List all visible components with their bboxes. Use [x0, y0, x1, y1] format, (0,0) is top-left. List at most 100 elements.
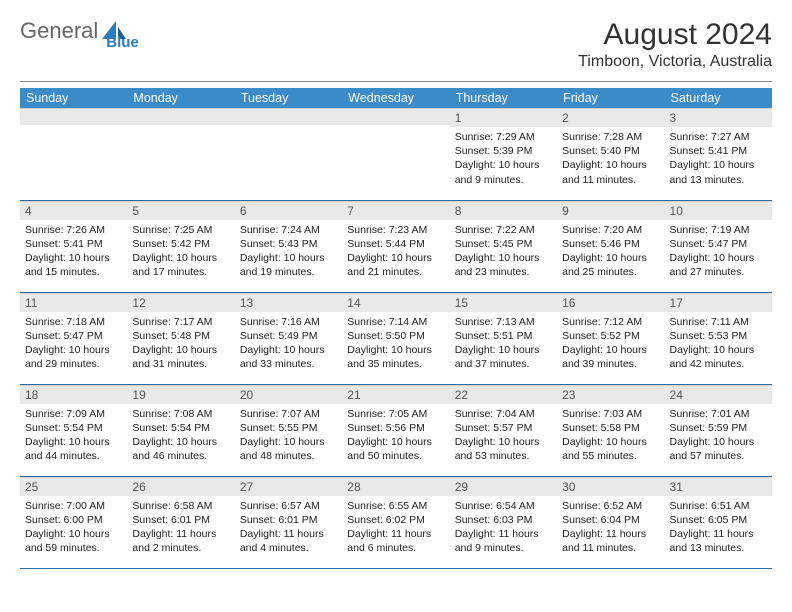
calendar-day: 7Sunrise: 7:23 AMSunset: 5:44 PMDaylight…	[342, 200, 449, 292]
day-number: 15	[450, 293, 557, 312]
day-number: 3	[665, 108, 772, 127]
day-body: Sunrise: 7:09 AMSunset: 5:54 PMDaylight:…	[20, 404, 127, 467]
day-body: Sunrise: 7:03 AMSunset: 5:58 PMDaylight:…	[557, 404, 664, 467]
daylight-line: Daylight: 10 hours and 15 minutes.	[25, 251, 122, 279]
sunset-line: Sunset: 5:40 PM	[562, 144, 659, 158]
day-body: Sunrise: 7:17 AMSunset: 5:48 PMDaylight:…	[127, 312, 234, 375]
calendar-day: 13Sunrise: 7:16 AMSunset: 5:49 PMDayligh…	[235, 292, 342, 384]
calendar-day: 1Sunrise: 7:29 AMSunset: 5:39 PMDaylight…	[450, 108, 557, 200]
day-body: Sunrise: 7:16 AMSunset: 5:49 PMDaylight:…	[235, 312, 342, 375]
day-number: 16	[557, 293, 664, 312]
weekday-header: Friday	[557, 88, 664, 108]
daylight-line: Daylight: 10 hours and 25 minutes.	[562, 251, 659, 279]
day-number: 8	[450, 201, 557, 220]
month-title: August 2024	[578, 18, 772, 51]
sunset-line: Sunset: 5:41 PM	[25, 237, 122, 251]
sunset-line: Sunset: 6:01 PM	[240, 513, 337, 527]
sunset-line: Sunset: 5:54 PM	[25, 421, 122, 435]
daylight-line: Daylight: 10 hours and 44 minutes.	[25, 435, 122, 463]
calendar-day: 25Sunrise: 7:00 AMSunset: 6:00 PMDayligh…	[20, 476, 127, 568]
sunrise-line: Sunrise: 6:57 AM	[240, 499, 337, 513]
sunrise-line: Sunrise: 7:11 AM	[670, 315, 767, 329]
sunset-line: Sunset: 5:55 PM	[240, 421, 337, 435]
day-number: 24	[665, 385, 772, 404]
daylight-line: Daylight: 10 hours and 50 minutes.	[347, 435, 444, 463]
day-body: Sunrise: 7:19 AMSunset: 5:47 PMDaylight:…	[665, 220, 772, 283]
sunrise-line: Sunrise: 7:18 AM	[25, 315, 122, 329]
sunrise-line: Sunrise: 7:04 AM	[455, 407, 552, 421]
sunset-line: Sunset: 5:56 PM	[347, 421, 444, 435]
day-number: 18	[20, 385, 127, 404]
daylight-line: Daylight: 10 hours and 48 minutes.	[240, 435, 337, 463]
day-body: Sunrise: 7:27 AMSunset: 5:41 PMDaylight:…	[665, 127, 772, 190]
calendar-head: SundayMondayTuesdayWednesdayThursdayFrid…	[20, 88, 772, 108]
sunrise-line: Sunrise: 7:13 AM	[455, 315, 552, 329]
sunrise-line: Sunrise: 7:14 AM	[347, 315, 444, 329]
calendar-day	[20, 108, 127, 200]
day-body: Sunrise: 7:14 AMSunset: 5:50 PMDaylight:…	[342, 312, 449, 375]
location: Timboon, Victoria, Australia	[578, 53, 772, 71]
weekday-header: Sunday	[20, 88, 127, 108]
sunrise-line: Sunrise: 7:24 AM	[240, 223, 337, 237]
day-body: Sunrise: 7:26 AMSunset: 5:41 PMDaylight:…	[20, 220, 127, 283]
day-number	[235, 108, 342, 125]
sunrise-line: Sunrise: 7:08 AM	[132, 407, 229, 421]
day-number: 14	[342, 293, 449, 312]
logo-text-general: General	[20, 18, 98, 44]
header: General Blue August 2024 Timboon, Victor…	[20, 18, 772, 71]
day-number: 27	[235, 477, 342, 496]
day-number: 13	[235, 293, 342, 312]
weekday-header: Saturday	[665, 88, 772, 108]
sunrise-line: Sunrise: 7:23 AM	[347, 223, 444, 237]
sunrise-line: Sunrise: 7:01 AM	[670, 407, 767, 421]
day-number: 12	[127, 293, 234, 312]
sunrise-line: Sunrise: 6:55 AM	[347, 499, 444, 513]
day-body: Sunrise: 7:23 AMSunset: 5:44 PMDaylight:…	[342, 220, 449, 283]
day-body	[342, 125, 449, 185]
sunrise-line: Sunrise: 7:00 AM	[25, 499, 122, 513]
sunset-line: Sunset: 5:45 PM	[455, 237, 552, 251]
calendar-week: 11Sunrise: 7:18 AMSunset: 5:47 PMDayligh…	[20, 292, 772, 384]
calendar-day: 10Sunrise: 7:19 AMSunset: 5:47 PMDayligh…	[665, 200, 772, 292]
calendar-day: 14Sunrise: 7:14 AMSunset: 5:50 PMDayligh…	[342, 292, 449, 384]
day-number: 30	[557, 477, 664, 496]
daylight-line: Daylight: 10 hours and 13 minutes.	[670, 158, 767, 186]
calendar-day: 9Sunrise: 7:20 AMSunset: 5:46 PMDaylight…	[557, 200, 664, 292]
calendar-day: 8Sunrise: 7:22 AMSunset: 5:45 PMDaylight…	[450, 200, 557, 292]
day-body: Sunrise: 6:52 AMSunset: 6:04 PMDaylight:…	[557, 496, 664, 559]
daylight-line: Daylight: 11 hours and 13 minutes.	[670, 527, 767, 555]
day-number: 11	[20, 293, 127, 312]
sunrise-line: Sunrise: 7:03 AM	[562, 407, 659, 421]
day-body: Sunrise: 7:28 AMSunset: 5:40 PMDaylight:…	[557, 127, 664, 190]
sunrise-line: Sunrise: 7:28 AM	[562, 130, 659, 144]
sunset-line: Sunset: 5:39 PM	[455, 144, 552, 158]
sunset-line: Sunset: 6:02 PM	[347, 513, 444, 527]
weekday-header: Monday	[127, 88, 234, 108]
calendar-day	[127, 108, 234, 200]
day-body: Sunrise: 7:24 AMSunset: 5:43 PMDaylight:…	[235, 220, 342, 283]
day-body: Sunrise: 6:55 AMSunset: 6:02 PMDaylight:…	[342, 496, 449, 559]
calendar-day: 29Sunrise: 6:54 AMSunset: 6:03 PMDayligh…	[450, 476, 557, 568]
sunrise-line: Sunrise: 7:26 AM	[25, 223, 122, 237]
daylight-line: Daylight: 11 hours and 6 minutes.	[347, 527, 444, 555]
daylight-line: Daylight: 10 hours and 55 minutes.	[562, 435, 659, 463]
sunset-line: Sunset: 5:51 PM	[455, 329, 552, 343]
daylight-line: Daylight: 10 hours and 59 minutes.	[25, 527, 122, 555]
calendar-week: 4Sunrise: 7:26 AMSunset: 5:41 PMDaylight…	[20, 200, 772, 292]
day-number: 22	[450, 385, 557, 404]
daylight-line: Daylight: 10 hours and 9 minutes.	[455, 158, 552, 186]
day-number: 20	[235, 385, 342, 404]
sunrise-line: Sunrise: 6:52 AM	[562, 499, 659, 513]
daylight-line: Daylight: 10 hours and 11 minutes.	[562, 158, 659, 186]
day-number: 7	[342, 201, 449, 220]
sunrise-line: Sunrise: 7:07 AM	[240, 407, 337, 421]
day-number: 29	[450, 477, 557, 496]
weekday-header: Tuesday	[235, 88, 342, 108]
day-body: Sunrise: 7:05 AMSunset: 5:56 PMDaylight:…	[342, 404, 449, 467]
day-number: 31	[665, 477, 772, 496]
day-body: Sunrise: 7:29 AMSunset: 5:39 PMDaylight:…	[450, 127, 557, 190]
calendar-week: 25Sunrise: 7:00 AMSunset: 6:00 PMDayligh…	[20, 476, 772, 568]
sunset-line: Sunset: 5:46 PM	[562, 237, 659, 251]
sunset-line: Sunset: 6:05 PM	[670, 513, 767, 527]
day-body: Sunrise: 7:20 AMSunset: 5:46 PMDaylight:…	[557, 220, 664, 283]
